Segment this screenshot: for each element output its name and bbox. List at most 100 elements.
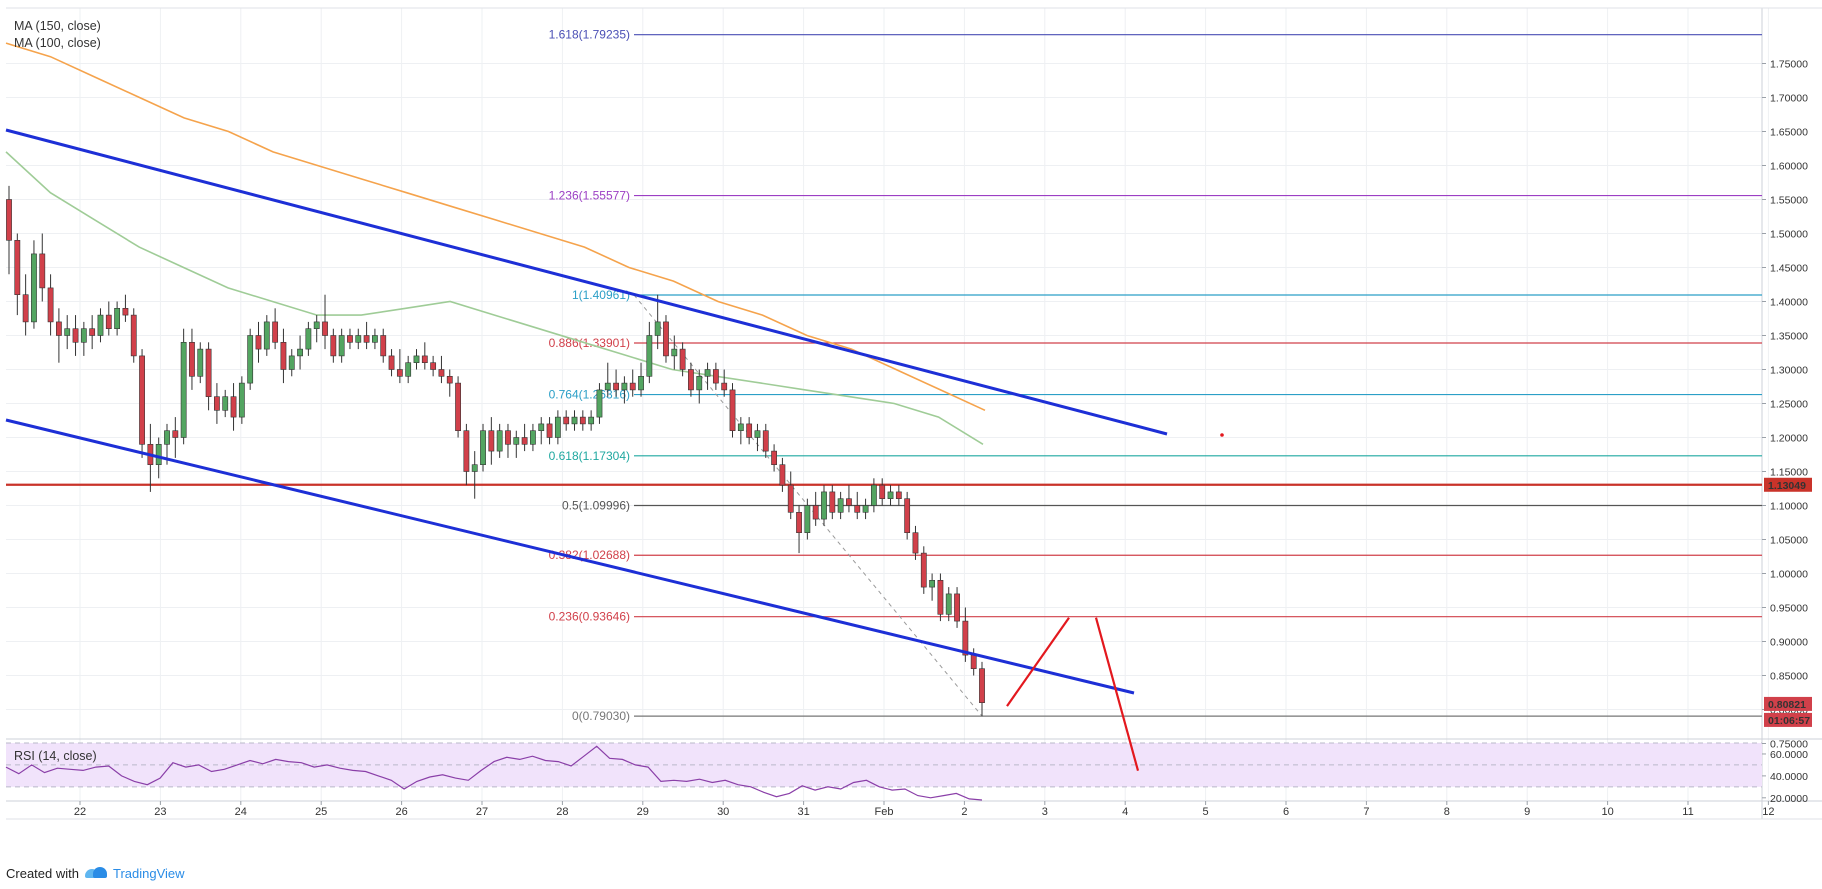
candle-body bbox=[729, 389, 736, 431]
candle-body bbox=[779, 464, 786, 486]
upper-channel-line bbox=[5, 128, 1168, 436]
candle-body bbox=[879, 484, 886, 500]
tradingview-cloud-icon bbox=[84, 867, 107, 879]
candle bbox=[846, 485, 852, 513]
candle bbox=[671, 335, 678, 370]
candle-body bbox=[737, 423, 744, 431]
candle-body bbox=[263, 321, 270, 350]
time-tick-label: 26 bbox=[395, 806, 407, 818]
time-tick-label: 9 bbox=[1524, 806, 1530, 818]
candle-body bbox=[355, 335, 362, 343]
candle bbox=[97, 308, 104, 343]
rsi-axis[interactable]: 20.0000 40.0000 60.0000 bbox=[1762, 749, 1808, 805]
candle-body bbox=[305, 328, 312, 350]
countdown-badge bbox=[1764, 712, 1812, 727]
candle bbox=[47, 274, 54, 336]
candle bbox=[879, 478, 886, 506]
candle-body bbox=[247, 335, 254, 384]
candle bbox=[405, 355, 412, 384]
candle bbox=[762, 423, 769, 458]
candle-body bbox=[505, 430, 511, 445]
time-tick-label: 10 bbox=[1601, 806, 1613, 818]
time-tick-label: 7 bbox=[1363, 806, 1369, 818]
candle bbox=[230, 383, 237, 431]
fib-level-label: 0.236(0.93646) bbox=[549, 610, 630, 624]
candle bbox=[646, 321, 653, 384]
candle bbox=[979, 661, 985, 717]
tradingview-brand-text: TradingView bbox=[112, 865, 185, 881]
trend-drawings[interactable] bbox=[5, 128, 1224, 771]
candle bbox=[189, 328, 195, 390]
candle-body bbox=[97, 314, 104, 336]
candle-body bbox=[347, 335, 353, 343]
candle bbox=[679, 342, 686, 377]
candle bbox=[197, 342, 204, 384]
candle bbox=[530, 423, 536, 452]
candle-body bbox=[821, 491, 827, 520]
candle-body bbox=[372, 335, 378, 343]
candle-body bbox=[105, 314, 112, 330]
candle-body bbox=[89, 328, 96, 336]
level-price-badge bbox=[1764, 477, 1812, 492]
candle bbox=[571, 410, 578, 431]
fib-level-label: 1(1.40961) bbox=[572, 288, 630, 302]
fibonacci-levels[interactable]: 1.618(1.79235) 1.236(1.55577) 1(1.40961) 0.… bbox=[6, 28, 1762, 723]
footer: Created with TradingView bbox=[6, 863, 185, 883]
candle bbox=[222, 389, 229, 418]
candle-body bbox=[64, 328, 71, 336]
candle-body bbox=[954, 593, 960, 622]
last-price-text: 0.80821 bbox=[1768, 699, 1806, 711]
time-tick-label: Feb bbox=[875, 806, 894, 818]
candle bbox=[388, 349, 395, 377]
candle bbox=[604, 362, 611, 397]
legend-rsi[interactable]: RSI (14, close) bbox=[14, 749, 97, 763]
created-with-text: Created with bbox=[6, 865, 79, 881]
candle-body bbox=[388, 355, 395, 370]
candle bbox=[554, 410, 561, 445]
candle-body bbox=[39, 253, 46, 289]
price-tick-label: 1.10000 bbox=[1770, 501, 1808, 513]
price-tick-label: 1.75000 bbox=[1770, 59, 1808, 71]
candle bbox=[114, 301, 121, 336]
candle bbox=[954, 587, 960, 628]
candle-body bbox=[837, 498, 844, 513]
price-tick-label: 1.40000 bbox=[1770, 297, 1808, 309]
candle bbox=[338, 328, 345, 363]
legend-ma150[interactable]: MA (150, close) bbox=[14, 19, 101, 33]
price-tick-label: 1.50000 bbox=[1770, 229, 1808, 241]
candle bbox=[496, 423, 503, 458]
candle bbox=[380, 328, 387, 363]
time-axis[interactable]: 22 23 24 25 26 27 28 29 30 31 Feb 2 3 4 5 6 7 8 9 10 11 12 bbox=[74, 801, 1775, 818]
candle bbox=[205, 342, 212, 411]
candle bbox=[829, 485, 836, 520]
candle-body bbox=[754, 430, 761, 438]
time-tick-label: 12 bbox=[1762, 806, 1774, 818]
projection-down-line bbox=[1094, 617, 1140, 771]
legend-ma100[interactable]: MA (100, close) bbox=[14, 36, 101, 50]
candle bbox=[22, 274, 29, 336]
price-tick-label: 1.45000 bbox=[1770, 263, 1808, 275]
candle-body bbox=[554, 416, 561, 438]
candle bbox=[663, 315, 669, 363]
candle bbox=[139, 349, 145, 458]
candle bbox=[629, 369, 636, 397]
candle-body bbox=[14, 240, 21, 296]
candle-body bbox=[571, 416, 578, 425]
candle bbox=[796, 505, 802, 554]
candle bbox=[272, 308, 279, 350]
tradingview-link[interactable]: TradingView bbox=[84, 865, 185, 881]
candle bbox=[588, 410, 595, 431]
candle-body bbox=[663, 321, 669, 357]
candle bbox=[372, 328, 378, 350]
candle bbox=[55, 308, 62, 363]
candle-body bbox=[463, 430, 470, 472]
price-axis[interactable]: 0.750000.800000.850000.900000.950001.000… bbox=[1762, 59, 1808, 751]
candle bbox=[737, 417, 744, 445]
candle bbox=[937, 573, 944, 622]
fib-level-label: 0.886(1.33901) bbox=[549, 336, 630, 350]
candle-body bbox=[380, 335, 387, 357]
fib-level-label: 1.236(1.55577) bbox=[549, 189, 630, 203]
candle bbox=[854, 491, 861, 520]
price-tick-label: 1.05000 bbox=[1770, 535, 1808, 547]
